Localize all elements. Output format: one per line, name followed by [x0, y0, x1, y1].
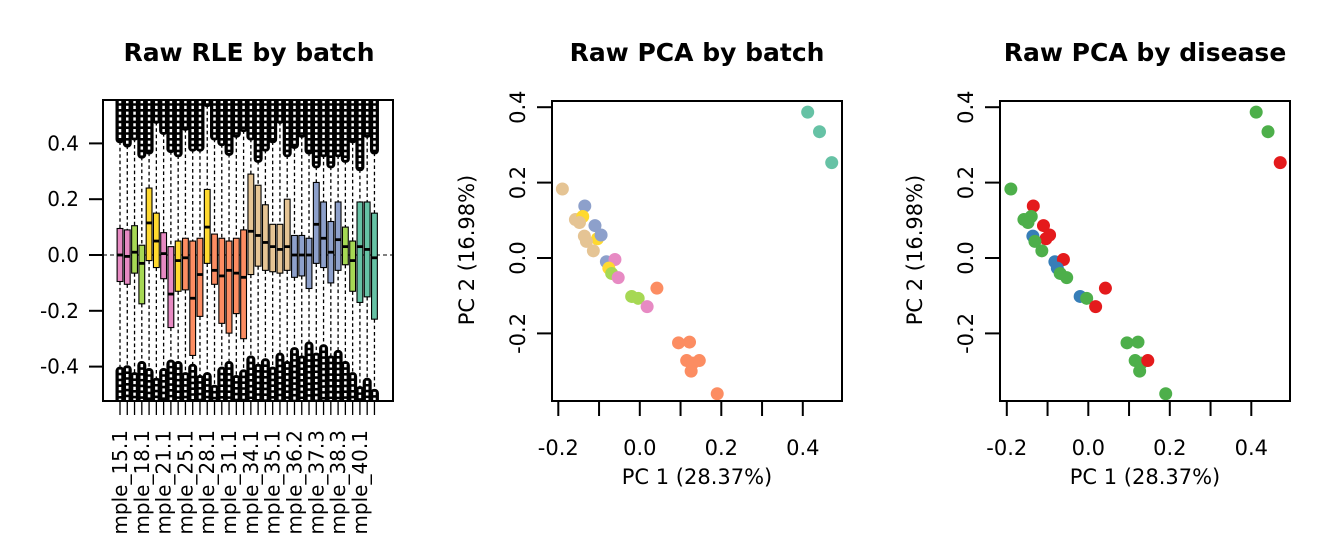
- svg-text:mple_15.1: mple_15.1: [108, 430, 132, 535]
- pca-disease-plot: -0.2 0.0 0.2 0.4 -0.2 0.0 0.2 0.4: [954, 90, 1291, 460]
- svg-text:mple_40.1: mple_40.1: [348, 430, 372, 535]
- pca-batch-yaxis-title: PC 2 (16.98%): [455, 174, 479, 326]
- svg-text:mple_36.2: mple_36.2: [282, 430, 306, 535]
- svg-text:0.0: 0.0: [954, 241, 978, 274]
- pca-disease-plot-x-axis: -0.2 0.0 0.2 0.4: [986, 401, 1268, 460]
- svg-text:-0.2: -0.2: [40, 299, 79, 323]
- pca-batch-plot-x-axis: -0.2 0.0 0.2 0.4: [538, 401, 820, 460]
- rle-x-axis: mple_15.1mple_18.1mple_21.1mple_25.1mple…: [108, 401, 376, 535]
- svg-text:mple_25.1: mple_25.1: [173, 430, 197, 535]
- rle-panel-title: Raw RLE by batch: [123, 38, 375, 67]
- svg-text:0.4: 0.4: [954, 90, 978, 123]
- svg-text:0.0: 0.0: [623, 436, 656, 460]
- svg-text:mple_28.1: mple_28.1: [195, 430, 219, 535]
- rle-outlier-masses: [115, 100, 379, 401]
- svg-text:-0.2: -0.2: [538, 436, 579, 460]
- pca-batch-plot-y-axis: -0.2 0.0 0.2 0.4: [506, 90, 552, 354]
- svg-text:0.2: 0.2: [47, 187, 79, 211]
- svg-text:0.4: 0.4: [1235, 436, 1268, 460]
- svg-text:-0.2: -0.2: [986, 436, 1027, 460]
- svg-text:0.4: 0.4: [786, 436, 819, 460]
- svg-text:mple_35.1: mple_35.1: [261, 430, 285, 535]
- rle-y-axis: 0.4 0.2 0.0 -0.2 -0.4: [40, 131, 103, 379]
- rle-boxes: [116, 173, 378, 356]
- pca-batch-panel-title: Raw PCA by batch: [569, 38, 825, 67]
- pca-disease-plot-y-axis: -0.2 0.0 0.2 0.4: [954, 90, 1000, 354]
- pca-disease-yaxis-title: PC 2 (16.98%): [903, 174, 927, 326]
- svg-text:0.0: 0.0: [47, 243, 79, 267]
- svg-text:0.0: 0.0: [1072, 436, 1105, 460]
- svg-text:0.2: 0.2: [705, 436, 738, 460]
- pca-disease-panel-title: Raw PCA by disease: [1003, 38, 1287, 67]
- svg-text:-0.2: -0.2: [506, 313, 530, 354]
- svg-text:0.0: 0.0: [506, 241, 530, 274]
- svg-text:0.2: 0.2: [506, 166, 530, 199]
- svg-text:mple_37.3: mple_37.3: [304, 430, 328, 535]
- svg-text:mple_38.3: mple_38.3: [326, 430, 350, 535]
- svg-text:0.2: 0.2: [1153, 436, 1186, 460]
- rle-plot: 0.40.20.0-0.2-0.4mple_15.1mple_18.1mple_…: [40, 99, 394, 535]
- pca-batch-plot-points: [555, 105, 839, 401]
- svg-text:0.4: 0.4: [506, 90, 530, 123]
- pca-batch-plot: -0.2 0.0 0.2 0.4 -0.2 0.0 0.2 0.4: [506, 90, 843, 460]
- pca-disease-xaxis-title: PC 1 (28.37%): [1069, 465, 1221, 489]
- svg-text:0.2: 0.2: [954, 166, 978, 199]
- svg-text:0.4: 0.4: [47, 131, 79, 155]
- pca-disease-plot-points: [1004, 105, 1287, 401]
- pca-batch-xaxis-title: PC 1 (28.37%): [621, 465, 773, 489]
- svg-text:-0.4: -0.4: [40, 355, 79, 379]
- svg-text:mple_31.1: mple_31.1: [217, 430, 241, 535]
- svg-text:mple_21.1: mple_21.1: [152, 430, 176, 535]
- svg-text:mple_18.1: mple_18.1: [130, 430, 154, 535]
- svg-text:-0.2: -0.2: [954, 313, 978, 354]
- svg-text:mple_34.1: mple_34.1: [239, 430, 263, 535]
